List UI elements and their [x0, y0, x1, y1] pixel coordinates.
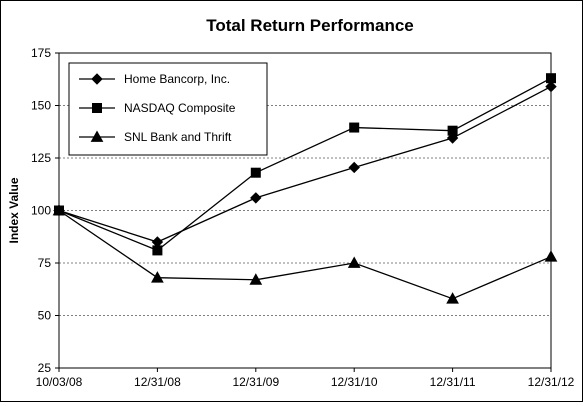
chart-title: Total Return Performance	[206, 16, 414, 35]
legend-label: SNL Bank and Thrift	[124, 130, 232, 144]
data-point-triangle	[52, 203, 66, 216]
data-point-square	[447, 125, 458, 136]
data-point-diamond	[250, 192, 262, 204]
data-point-triangle	[151, 271, 164, 283]
y-axis-ticks: 25 50 75 100 125 150 175	[31, 46, 59, 375]
grid-lines	[59, 105, 551, 316]
data-point-diamond	[348, 161, 360, 174]
series-triangle	[52, 203, 558, 304]
legend-label: NASDAQ Composite	[124, 101, 236, 115]
y-axis-title: Index Value	[7, 177, 21, 243]
x-tick-label: 12/31/10	[331, 375, 378, 389]
data-point-triangle	[249, 273, 263, 285]
y-tick-label: 125	[31, 151, 51, 165]
series-layer	[52, 73, 558, 304]
data-point-triangle	[347, 256, 361, 268]
x-tick-label: 12/31/11	[430, 375, 476, 389]
data-point-square	[250, 167, 261, 178]
x-tick-label: 12/31/08	[134, 375, 181, 389]
data-point-square	[92, 103, 102, 113]
data-point-square	[152, 245, 163, 256]
legend-label: Home Bancorp, Inc.	[124, 72, 230, 86]
data-point-diamond	[91, 73, 103, 85]
x-tick-label: 10/03/08	[36, 375, 83, 389]
data-point-square	[546, 73, 556, 84]
y-tick-label: 175	[31, 46, 51, 60]
data-point-triangle	[446, 292, 459, 304]
x-axis-ticks: 10/03/08 12/31/08 12/31/09 12/31/10 12/31/11…	[36, 368, 575, 389]
data-point-diamond	[545, 80, 557, 93]
data-point-triangle	[544, 250, 558, 262]
legend-item: Home Bancorp, Inc.	[79, 72, 230, 86]
y-tick-label: 50	[38, 309, 52, 323]
series-line	[58, 209, 552, 300]
series-line	[58, 77, 552, 252]
y-tick-label: 100	[31, 204, 51, 218]
legend-item: NASDAQ Composite	[79, 101, 236, 115]
x-tick-label: 12/31/09	[232, 375, 279, 389]
data-point-triangle	[90, 130, 104, 142]
legend: Home Bancorp, Inc. NASDAQ Composite SNL Ba…	[68, 62, 268, 156]
series-line	[58, 86, 552, 243]
y-tick-label: 75	[38, 256, 52, 270]
x-tick-label: 12/31/12	[528, 375, 575, 389]
y-tick-label: 25	[38, 361, 52, 375]
y-tick-label: 150	[31, 99, 51, 113]
data-point-square	[349, 122, 360, 133]
legend-item: SNL Bank and Thrift	[79, 130, 232, 144]
